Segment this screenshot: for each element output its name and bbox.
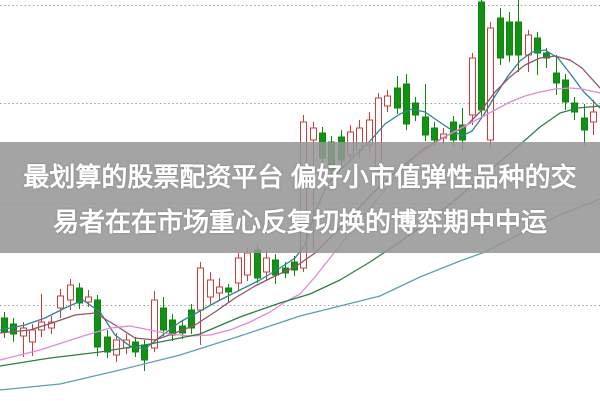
candle-down: [571, 102, 578, 113]
candle-up: [310, 127, 317, 141]
watermark-overlay: 最划算的股票配资平台 偏好小市值弹性品种的交 易者在在市场重心反复切换的博弈期中…: [0, 142, 600, 253]
candle-down: [543, 52, 550, 59]
candle-up: [20, 327, 27, 337]
candle-up: [525, 34, 532, 56]
candle-up: [151, 299, 158, 349]
candle-down: [459, 124, 466, 141]
candle-down: [506, 21, 513, 56]
candle-up: [263, 257, 270, 273]
candle-up: [207, 279, 214, 298]
candle-up: [85, 296, 92, 303]
candle-down: [10, 323, 17, 335]
candle-up: [244, 252, 251, 276]
candle-up: [57, 295, 64, 309]
candle-down: [562, 79, 569, 103]
candle-up: [590, 111, 597, 123]
candle-down: [478, 1, 485, 111]
candle-up: [487, 27, 494, 141]
candle-down: [431, 127, 438, 141]
candle-up: [29, 329, 36, 343]
candle-up: [384, 95, 391, 107]
candle-down: [515, 21, 522, 56]
candle-down: [225, 287, 232, 293]
candle-down: [272, 259, 279, 276]
candle-down: [553, 72, 560, 84]
candle-up: [216, 286, 223, 294]
candle-up: [67, 284, 74, 301]
candle-up: [235, 257, 242, 284]
candle-down: [254, 249, 261, 279]
candle-up: [469, 57, 476, 116]
candle-up: [197, 267, 204, 311]
candle-down: [497, 17, 504, 59]
candle-down: [188, 309, 195, 329]
candle-down: [403, 83, 410, 125]
watermark-text-line1: 最划算的股票配资平台 偏好小市值弹性品种的交: [23, 162, 577, 192]
ma-dark-green: [0, 105, 600, 367]
candle-up: [48, 321, 55, 329]
candle-down: [160, 307, 167, 331]
candle-down: [76, 287, 83, 304]
candle-down: [581, 117, 588, 131]
candle-down: [534, 37, 541, 54]
candle-down: [94, 299, 101, 348]
candle-down: [394, 87, 401, 109]
candle-up: [113, 339, 120, 356]
candle-down: [104, 336, 111, 353]
candle-down: [422, 116, 429, 136]
watermark-text-line2: 易者在在市场重心反复切换的博弈期中中运: [52, 207, 547, 237]
